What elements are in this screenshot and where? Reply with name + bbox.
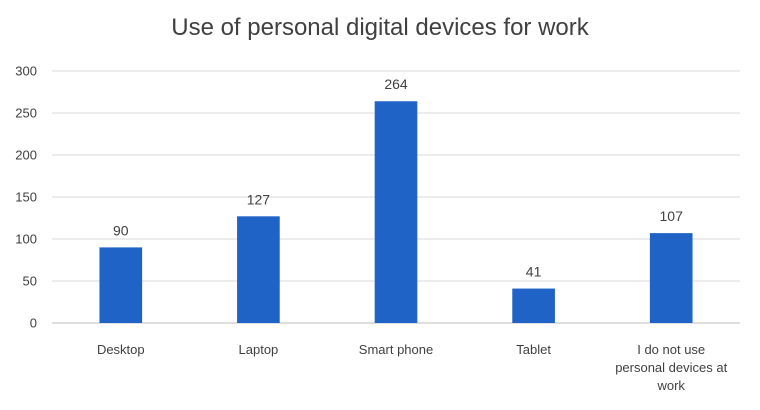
y-tick-label: 200	[15, 148, 37, 163]
bar	[649, 233, 693, 323]
x-tick-label-line: Laptop	[239, 342, 279, 357]
bar	[374, 101, 418, 324]
x-tick-label-line: I do not use	[637, 342, 705, 357]
x-tick-label: Laptop	[239, 342, 279, 357]
x-axis-ticks: Desktop Laptop Smart phone Tablet I do not u…	[97, 342, 728, 393]
y-tick-label: 50	[23, 274, 37, 289]
y-tick-label: 150	[15, 190, 37, 205]
y-tick-label: 100	[15, 232, 37, 247]
x-tick-label: Tablet	[516, 342, 551, 357]
data-label: 264	[384, 76, 408, 92]
x-tick-label-line: Tablet	[516, 342, 551, 357]
x-tick-label: I do not use personal devices at work	[615, 342, 727, 393]
data-label: 41	[526, 264, 542, 280]
data-label: 90	[113, 222, 129, 238]
bar	[237, 216, 280, 323]
x-tick-label-line: Smart phone	[359, 342, 433, 357]
bar	[99, 247, 143, 323]
data-label: 127	[247, 191, 271, 207]
chart-title: Use of personal digital devices for work	[171, 14, 589, 41]
x-tick-label-line: Desktop	[97, 342, 145, 357]
y-tick-label: 250	[15, 106, 37, 121]
y-tick-label: 300	[15, 64, 37, 79]
x-tick-label: Desktop	[97, 342, 145, 357]
bars	[99, 101, 693, 324]
data-label: 107	[660, 208, 684, 224]
x-tick-label-line: personal devices at	[615, 360, 727, 375]
x-tick-label-line: work	[656, 378, 685, 393]
y-axis-ticks: 0 50 100 150 200 250 300	[15, 64, 37, 331]
y-tick-label: 0	[30, 316, 37, 331]
bar	[512, 288, 555, 323]
x-tick-label: Smart phone	[359, 342, 433, 357]
data-labels: 90 127 264 41 107	[113, 76, 683, 279]
